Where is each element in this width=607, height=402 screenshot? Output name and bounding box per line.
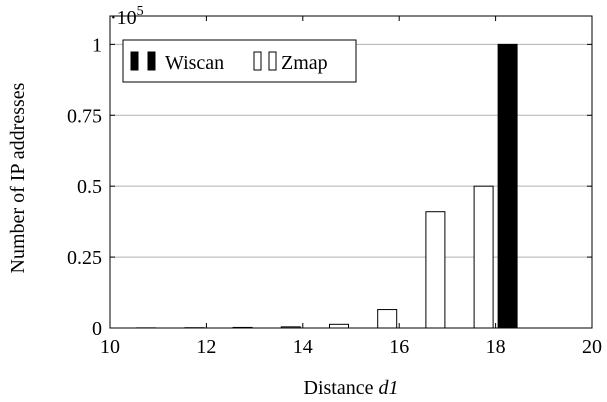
- bar-wiscan-18: [497, 43, 518, 329]
- y-tick-label-0: 0: [92, 318, 102, 340]
- bar-zmap-15: [329, 323, 349, 329]
- y-multiplier: ·105: [110, 4, 144, 29]
- bar-zmap-18: [473, 185, 494, 329]
- y-multiplier-base: ·10: [110, 7, 137, 29]
- legend-swatch-zmap-a: [253, 51, 262, 71]
- x-tick-label-12: 12: [196, 336, 216, 358]
- y-axis-title: Number of IP addresses: [7, 82, 29, 273]
- plot-frame: [109, 15, 593, 329]
- legend-label-wiscan: Wiscan: [165, 52, 224, 74]
- legend: Wiscan Zmap: [122, 39, 357, 83]
- x-axis-title-var: d1: [378, 377, 398, 399]
- x-axis-title-text: Distance: [304, 377, 374, 399]
- y-tick-label-2: 0.5: [77, 176, 102, 198]
- bar-zmap-17: [425, 211, 446, 329]
- legend-label-zmap: Zmap: [281, 52, 328, 74]
- x-tick-label-10: 10: [100, 336, 120, 358]
- legend-swatch-wiscan-b: [147, 51, 156, 71]
- ticks: 10 12 14 16 18 20 0 0.25 0.5 0.75 1: [67, 16, 602, 358]
- y-tick-label-3: 0.75: [67, 105, 102, 127]
- legend-swatch-wiscan-a: [130, 51, 139, 71]
- bar-zmap-16: [377, 309, 398, 329]
- x-axis-title: Distance d1: [304, 377, 399, 399]
- y-tick-label-1: 0.25: [67, 247, 102, 269]
- legend-swatch-zmap-b: [268, 51, 277, 71]
- x-tick-label-14: 14: [293, 336, 313, 358]
- x-tick-label-20: 20: [582, 336, 602, 358]
- bars: [136, 43, 518, 329]
- y-tick-label-4: 1: [92, 34, 102, 56]
- legend-box: [122, 39, 357, 83]
- x-tick-label-18: 18: [486, 336, 506, 358]
- axes: [109, 15, 593, 329]
- x-tick-label-16: 16: [389, 336, 409, 358]
- y-multiplier-exponent: 5: [137, 4, 144, 19]
